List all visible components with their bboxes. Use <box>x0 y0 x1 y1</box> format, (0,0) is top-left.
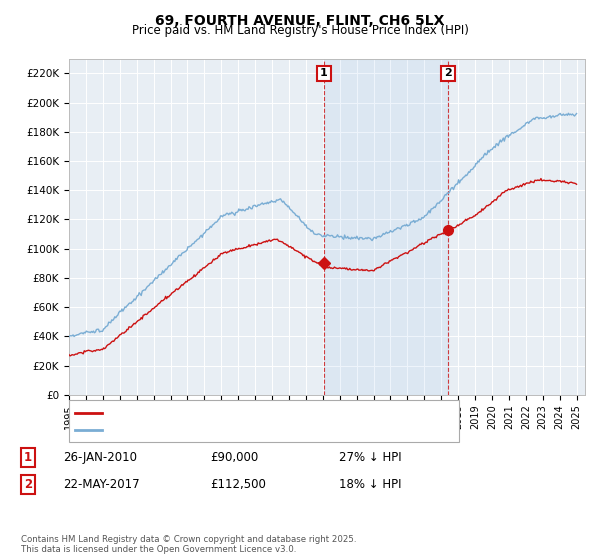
Text: £90,000: £90,000 <box>210 451 258 464</box>
Text: 69, FOURTH AVENUE, FLINT, CH6 5LX: 69, FOURTH AVENUE, FLINT, CH6 5LX <box>155 14 445 28</box>
Text: Price paid vs. HM Land Registry's House Price Index (HPI): Price paid vs. HM Land Registry's House … <box>131 24 469 37</box>
Text: 69, FOURTH AVENUE, FLINT, CH6 5LX (semi-detached house): 69, FOURTH AVENUE, FLINT, CH6 5LX (semi-… <box>108 408 425 418</box>
Text: 22-MAY-2017: 22-MAY-2017 <box>63 478 140 491</box>
Text: 2: 2 <box>24 478 32 491</box>
Text: 1: 1 <box>320 68 328 78</box>
Text: 27% ↓ HPI: 27% ↓ HPI <box>339 451 401 464</box>
Bar <box>324 59 448 395</box>
Text: 2: 2 <box>444 68 452 78</box>
Text: 18% ↓ HPI: 18% ↓ HPI <box>339 478 401 491</box>
Text: 26-JAN-2010: 26-JAN-2010 <box>63 451 137 464</box>
Text: HPI: Average price, semi-detached house, Flintshire: HPI: Average price, semi-detached house,… <box>108 425 378 435</box>
Text: 1: 1 <box>24 451 32 464</box>
Text: £112,500: £112,500 <box>210 478 266 491</box>
Text: Contains HM Land Registry data © Crown copyright and database right 2025.
This d: Contains HM Land Registry data © Crown c… <box>21 535 356 554</box>
